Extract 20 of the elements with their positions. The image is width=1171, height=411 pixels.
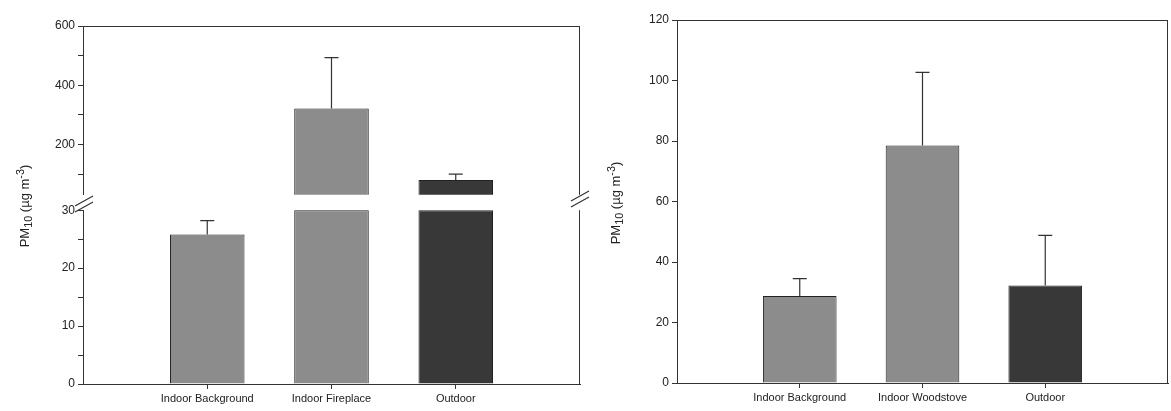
y-tick-label: 30 [61, 202, 76, 217]
y-tick-label: 20 [655, 314, 670, 329]
y-tick-label: 20 [61, 260, 76, 275]
x-tick-label: Indoor Background [753, 390, 847, 403]
y-tick-label: 0 [662, 375, 670, 390]
y-tick-label: 400 [54, 77, 76, 92]
y-tick-label: 60 [655, 193, 670, 208]
x-tick-label: Indoor Fireplace [291, 391, 372, 404]
x-tick-label: Outdoor [1025, 390, 1066, 403]
x-tick-label: Indoor Background [160, 391, 254, 404]
y-tick-label: 100 [648, 72, 670, 87]
y-tick-label: 40 [655, 254, 670, 269]
x-tick-label: Outdoor [435, 391, 476, 404]
y-tick-label: 120 [648, 12, 670, 27]
y-tick-label: 10 [61, 318, 76, 333]
y-tick-label: 0 [68, 376, 76, 391]
y-tick-label: 80 [655, 133, 670, 148]
y-tick-label: 200 [54, 136, 76, 151]
y-tick-label: 600 [54, 18, 76, 33]
x-tick-label: Indoor Woodstove [877, 390, 968, 403]
